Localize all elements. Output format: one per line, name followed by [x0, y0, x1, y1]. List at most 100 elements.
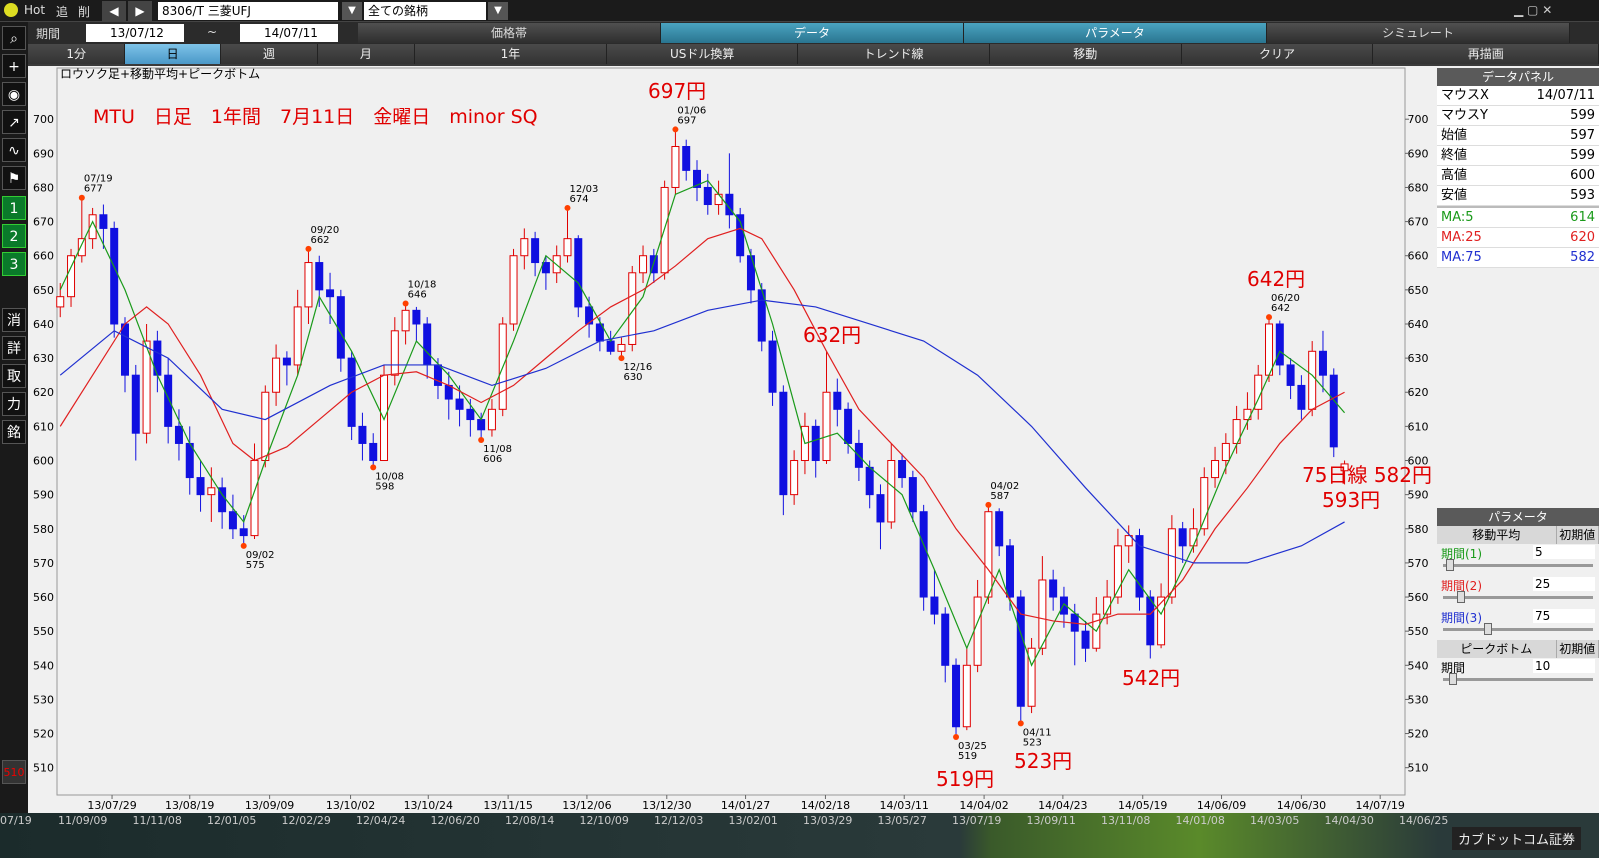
peak-date: 04/02 — [990, 481, 1019, 492]
candle-body — [876, 494, 885, 523]
symbol-field[interactable]: 8306/T 三菱UFJ — [158, 2, 338, 20]
timeline-label: 11/09/09 — [58, 814, 108, 827]
tool-icon[interactable]: ↗ — [2, 110, 26, 134]
toolbar-button[interactable]: USドル換算 — [607, 44, 799, 64]
dropdown[interactable]: ▼ — [342, 2, 362, 20]
slider-track[interactable] — [1443, 596, 1593, 599]
x-tick-label: 14/04/02 — [959, 799, 1008, 812]
y-tick-label: 590 — [33, 489, 54, 502]
next-button[interactable]: ▶ — [128, 1, 152, 21]
window-controls[interactable]: ▁ ▢ ✕ — [1514, 3, 1553, 17]
y-tick-label-right: 580 — [1408, 523, 1429, 536]
peak-dot — [1017, 720, 1024, 727]
side-button[interactable]: 消 — [2, 308, 26, 332]
data-row: 安値 593 — [1437, 186, 1599, 206]
slider-track[interactable] — [1443, 564, 1593, 567]
param-label: 期間 — [1441, 661, 1466, 675]
side-button[interactable]: 1 — [2, 196, 26, 220]
tool-icon[interactable]: ⌕ — [2, 26, 26, 50]
panel-title: パラメータ — [1437, 508, 1599, 526]
side-label[interactable]: 510 — [2, 760, 26, 784]
toolbar-button[interactable]: 週 — [220, 44, 319, 64]
dropdown[interactable]: ▼ — [488, 2, 508, 20]
toolbar-button[interactable]: 1年 — [414, 44, 608, 64]
toolbar-button[interactable]: クリア — [1181, 44, 1374, 64]
side-button[interactable]: 取 — [2, 364, 26, 388]
param-header: 移動平均 初期値 — [1437, 526, 1599, 544]
peak-date: 03/25 — [958, 741, 987, 752]
toolbar-button[interactable]: 月 — [318, 44, 415, 64]
toolbar-button[interactable]: 1分 — [28, 44, 126, 64]
side-button[interactable]: 3 — [2, 252, 26, 276]
button-row: 1分日週月 1年 USドル換算 トレンド線 移動 クリア 再描画 — [28, 44, 1599, 66]
tool-icon[interactable]: ∿ — [2, 138, 26, 162]
tab[interactable]: シミュレート — [1267, 23, 1570, 43]
toolbar-button[interactable]: 再描画 — [1373, 44, 1599, 64]
candle-body — [412, 309, 421, 325]
timeline-label: 07/19 — [0, 814, 32, 827]
slider-thumb[interactable] — [1456, 591, 1465, 603]
peak-date: 06/20 — [1271, 293, 1300, 304]
slider-track[interactable] — [1443, 628, 1593, 631]
slider-track[interactable] — [1443, 678, 1593, 681]
side-button[interactable]: 力 — [2, 392, 26, 416]
toolbar-button[interactable]: 移動 — [989, 44, 1182, 64]
candle-body — [628, 272, 637, 345]
slider-thumb[interactable] — [1484, 623, 1493, 635]
y-tick-label: 550 — [33, 625, 54, 638]
tab[interactable]: パラメータ — [964, 23, 1267, 43]
y-tick-label-right: 570 — [1408, 557, 1429, 570]
data-label: MA:75 — [1441, 250, 1482, 265]
y-tick-label: 560 — [33, 591, 54, 604]
y-tick-label-right: 550 — [1408, 625, 1429, 638]
y-tick-label: 650 — [33, 284, 54, 297]
candle-body — [261, 391, 270, 462]
side-button[interactable]: 銘 — [2, 420, 26, 444]
tab[interactable]: データ — [661, 23, 964, 43]
add-button[interactable]: 追 — [56, 5, 69, 19]
y-tick-label: 610 — [33, 420, 54, 433]
side-button[interactable]: 2 — [2, 224, 26, 248]
candle-body — [131, 374, 140, 434]
candle-body — [358, 425, 367, 444]
candle-body — [1157, 596, 1166, 646]
plot-area — [56, 67, 1406, 796]
timeline-strip: 07/19 11/09/09 11/11/08 12/01/05 12/02/29 12/… — [0, 813, 1599, 858]
y-tick-label-right: 680 — [1408, 181, 1429, 194]
candle-body — [887, 460, 896, 523]
side-button[interactable]: 詳 — [2, 336, 26, 360]
delete-button[interactable]: 削 — [78, 5, 91, 19]
y-tick-label: 660 — [33, 250, 54, 263]
param-row: 期間(1) 5 — [1437, 544, 1599, 576]
candle-body — [1318, 350, 1327, 376]
data-value: 600 — [1570, 168, 1595, 183]
slider-thumb[interactable] — [1448, 673, 1457, 685]
to-date[interactable]: 14/07/11 — [240, 24, 338, 42]
tab[interactable]: 価格帯 — [358, 23, 661, 43]
tool-icon[interactable]: ⚑ — [2, 166, 26, 190]
peak-dot — [564, 204, 571, 211]
prev-button[interactable]: ◀ — [102, 1, 126, 21]
candle-body — [1081, 630, 1090, 649]
from-date[interactable]: 13/07/12 — [86, 24, 184, 42]
tool-icon[interactable]: + — [2, 54, 26, 78]
y-tick-label: 530 — [33, 693, 54, 706]
toolbar-button[interactable]: トレンド線 — [798, 44, 990, 64]
universe-field[interactable]: 全ての銘柄 — [364, 2, 486, 20]
candle-body — [1286, 364, 1295, 386]
candle-body — [509, 255, 518, 325]
hot-button[interactable]: Hot — [24, 3, 46, 17]
data-row: MA:75 582 — [1437, 248, 1599, 268]
data-row: マウスY 599 — [1437, 106, 1599, 126]
candle-body — [56, 296, 65, 308]
slider-thumb[interactable] — [1445, 559, 1454, 571]
candle-body — [444, 384, 453, 400]
candle-body — [725, 193, 734, 216]
y-tick-label-right: 690 — [1408, 147, 1429, 160]
peak-date: 04/11 — [1023, 727, 1052, 738]
peak-value: 646 — [408, 290, 427, 301]
x-tick-label: 14/03/11 — [880, 799, 929, 812]
toolbar-button[interactable]: 日 — [125, 44, 221, 64]
tool-icon[interactable]: ◉ — [2, 82, 26, 106]
x-tick-label: 13/10/24 — [404, 799, 453, 812]
